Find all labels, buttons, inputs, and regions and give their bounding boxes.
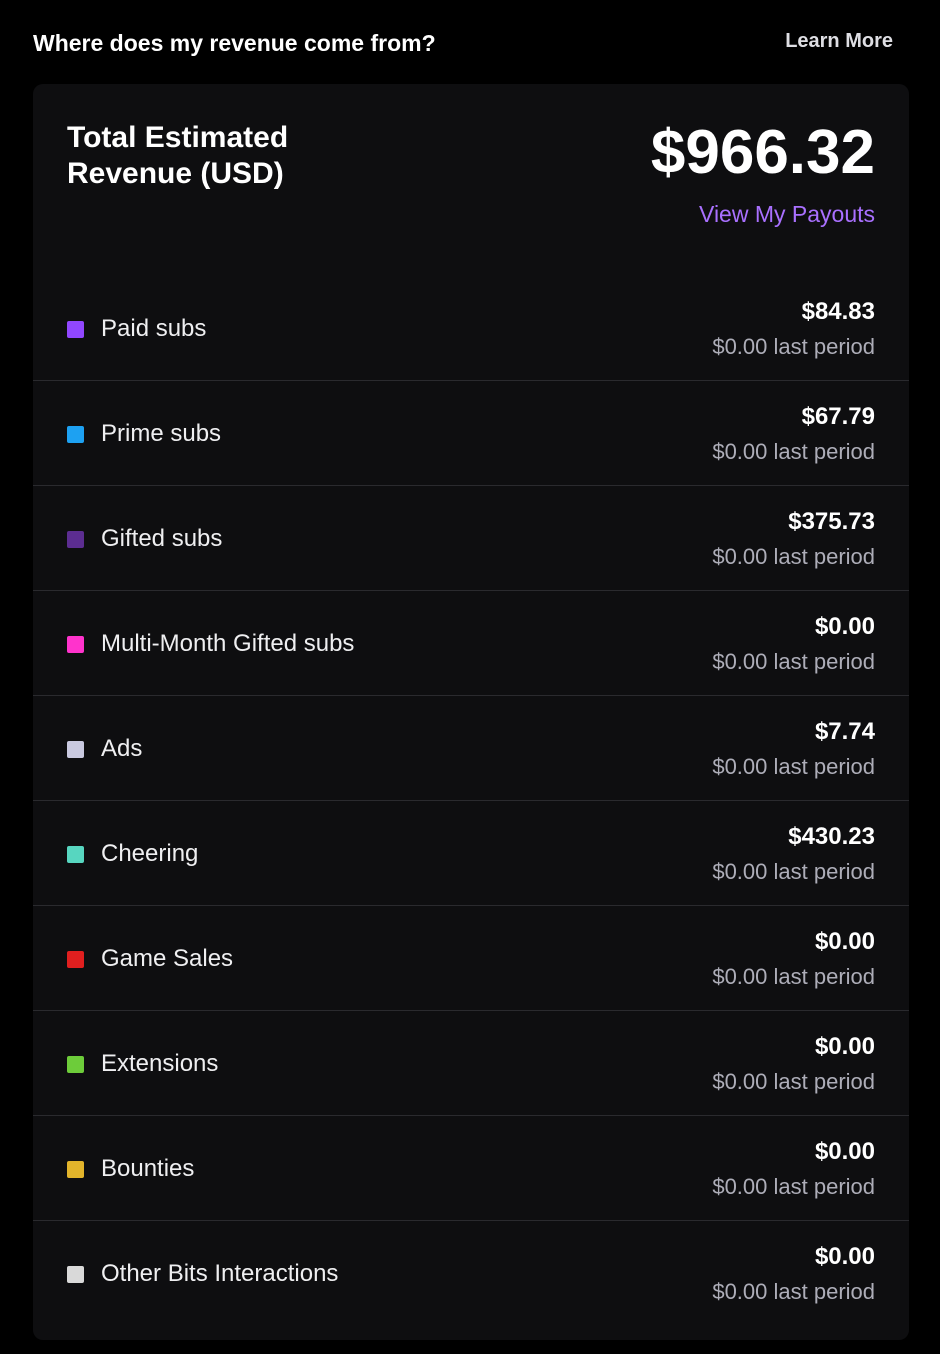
revenue-header-title: Where does my revenue come from? [33, 30, 436, 56]
revenue-row-bounties: Bounties $0.00 $0.00 last period [33, 1116, 909, 1221]
revenue-source-label: Cheering [101, 840, 199, 867]
revenue-source-value: $7.74 [814, 718, 875, 745]
revenue-source-label: Bounties [101, 1155, 195, 1182]
legend-swatch [67, 1266, 84, 1283]
revenue-last-period: $0.00 last period [712, 334, 875, 359]
revenue-source-label: Ads [101, 735, 143, 762]
revenue-source-value: $0.00 [814, 1243, 875, 1270]
view-payouts-link[interactable]: View My Payouts [699, 201, 875, 227]
revenue-source-value: $0.00 [814, 613, 875, 640]
revenue-source-label: Extensions [101, 1050, 219, 1077]
revenue-last-period: $0.00 last period [712, 754, 875, 779]
revenue-source-value: $430.23 [788, 823, 875, 850]
revenue-last-period: $0.00 last period [712, 964, 875, 989]
revenue-row-game-sales: Game Sales $0.00 $0.00 last period [33, 906, 909, 1011]
legend-swatch [67, 426, 84, 443]
revenue-row-ads: Ads $7.74 $0.00 last period [33, 696, 909, 801]
revenue-source-value: $67.79 [801, 403, 875, 430]
revenue-source-label: Other Bits Interactions [101, 1260, 339, 1287]
revenue-source-value: $375.73 [788, 508, 875, 535]
revenue-row-cheering: Cheering $430.23 $0.00 last period [33, 801, 909, 906]
revenue-last-period: $0.00 last period [712, 1279, 875, 1304]
legend-swatch [67, 321, 84, 338]
revenue-source-value: $84.83 [801, 298, 875, 325]
revenue-source-value: $0.00 [814, 928, 875, 955]
legend-swatch [67, 951, 84, 968]
revenue-last-period: $0.00 last period [712, 1174, 875, 1199]
revenue-last-period: $0.00 last period [712, 649, 875, 674]
total-revenue-amount: $966.32 [650, 118, 875, 187]
revenue-source-value: $0.00 [814, 1138, 875, 1165]
revenue-row-extensions: Extensions $0.00 $0.00 last period [33, 1011, 909, 1116]
revenue-source-label: Prime subs [101, 420, 222, 447]
revenue-last-period: $0.00 last period [712, 1069, 875, 1094]
total-revenue-label: Total Estimated Revenue (USD) [67, 121, 289, 190]
revenue-card: Total Estimated Revenue (USD) $966.32 Vi… [33, 84, 909, 1340]
revenue-row-prime-subs: Prime subs $67.79 $0.00 last period [33, 381, 909, 486]
revenue-header: Where does my revenue come from? Learn M… [33, 28, 893, 62]
revenue-row-other-bits-interactions: Other Bits Interactions $0.00 $0.00 last… [33, 1221, 909, 1325]
legend-swatch [67, 741, 84, 758]
revenue-source-label: Paid subs [101, 315, 207, 342]
legend-swatch [67, 531, 84, 548]
legend-swatch [67, 1161, 84, 1178]
revenue-source-value: $0.00 [814, 1033, 875, 1060]
revenue-last-period: $0.00 last period [712, 439, 875, 464]
revenue-last-period: $0.00 last period [712, 544, 875, 569]
learn-more-link[interactable]: Learn More [785, 30, 893, 52]
revenue-breakdown-list: Paid subs $84.83 $0.00 last period Prime… [33, 276, 909, 1325]
revenue-row-multi-month-gifted-subs: Multi-Month Gifted subs $0.00 $0.00 last… [33, 591, 909, 696]
legend-swatch [67, 636, 84, 653]
revenue-row-gifted-subs: Gifted subs $375.73 $0.00 last period [33, 486, 909, 591]
revenue-last-period: $0.00 last period [712, 859, 875, 884]
legend-swatch [67, 1056, 84, 1073]
revenue-source-label: Game Sales [101, 945, 234, 972]
revenue-row-paid-subs: Paid subs $84.83 $0.00 last period [33, 276, 909, 381]
revenue-source-label: Gifted subs [101, 525, 223, 552]
legend-swatch [67, 846, 84, 863]
revenue-source-label: Multi-Month Gifted subs [101, 630, 355, 657]
